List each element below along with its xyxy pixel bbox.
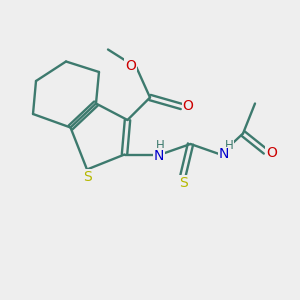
Text: S: S (178, 176, 188, 190)
Text: H: H (224, 139, 233, 152)
Text: N: N (218, 148, 229, 161)
Text: S: S (82, 170, 91, 184)
Text: O: O (125, 59, 136, 73)
Text: N: N (154, 149, 164, 163)
Text: H: H (156, 139, 165, 152)
Text: O: O (266, 146, 277, 160)
Text: O: O (183, 100, 194, 113)
